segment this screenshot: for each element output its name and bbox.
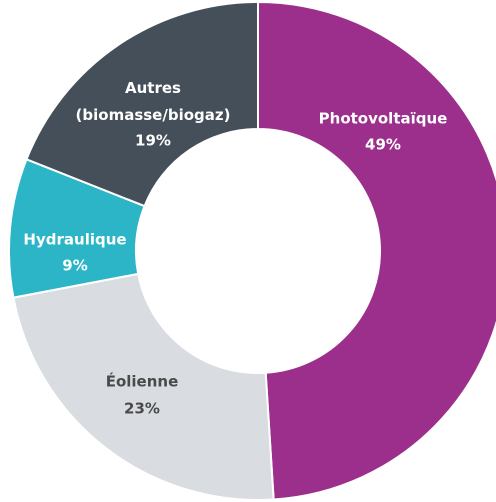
slice-label: Photovoltaïque: [319, 110, 448, 128]
label-line: (biomasse/biogaz): [76, 106, 231, 124]
donut-slice: [12, 272, 275, 501]
label-line: Autres: [125, 79, 181, 97]
slice-label: Autres (biomasse/biogaz): [76, 79, 231, 124]
slice-label: Hydraulique: [23, 231, 126, 249]
slice-value-label: 19%: [135, 132, 171, 150]
slice-label: Éolienne: [106, 372, 179, 391]
slice-value-label: 49%: [365, 136, 401, 154]
slice-value-label: 23%: [124, 400, 160, 418]
donut-slice: [257, 0, 496, 501]
donut-slice: [25, 0, 259, 208]
slice-value-label: 9%: [62, 257, 87, 275]
